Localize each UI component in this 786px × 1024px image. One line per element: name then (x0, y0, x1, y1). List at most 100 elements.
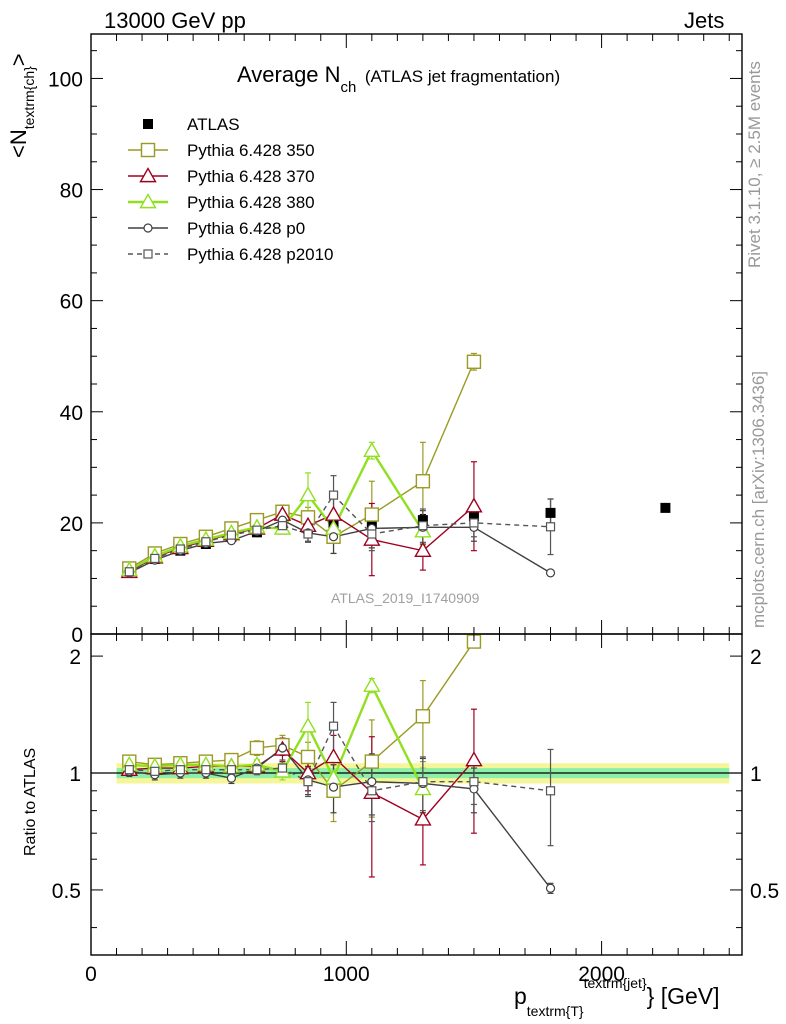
main-point-s5-p2 (175, 544, 185, 554)
ratio-point-s2-p7 (299, 717, 317, 733)
main-point-s1-p9 (364, 507, 380, 522)
ratio-frame-rect (90, 633, 743, 956)
legend-marker-4 (143, 223, 153, 233)
main-ytick-label-20: 20 (60, 513, 83, 536)
ratio-point-s4-p12 (545, 786, 556, 796)
ratio-ytick-label-left-1: 1 (69, 763, 81, 786)
xtick-label-2000: 2000 (578, 963, 625, 986)
mcplots-label: mcplots.cern.ch [arXiv:1306.3436] (749, 370, 768, 628)
plot-title-main: Average N (237, 62, 341, 87)
main-y-label-b: > (6, 53, 31, 67)
main-point-s3-p9 (363, 441, 381, 457)
legend: ATLAS Pythia 6.428 350 Pythia 6.428 370 Pyt… (128, 115, 334, 264)
main-y-label-sub: textrm{ch} (21, 66, 37, 130)
plot-title: Average Nch (ATLAS jet fragmentation) (237, 62, 561, 96)
main-point-s2-p8 (324, 505, 343, 521)
legend-marker-3 (139, 193, 157, 209)
ratio-point-s3-p12 (545, 883, 556, 893)
ratio-point-s4-p4 (226, 765, 237, 775)
main-point-s5-p3 (201, 537, 211, 547)
main-point-s2-p9 (363, 530, 381, 546)
plot-title-rest: (ATLAS jet fragmentation) (364, 67, 561, 86)
legend-marker-1 (140, 142, 156, 158)
ratio-point-s4-p3 (201, 765, 211, 775)
ratio-marker-layer (120, 634, 556, 893)
ratio-point-s0-p5 (249, 740, 265, 756)
analysis-watermark: ATLAS_2019_I1740909 (331, 590, 480, 606)
ratio-point-s4-p1 (150, 766, 160, 776)
x-label-unit: } [GeV] (646, 983, 720, 1009)
legend-label-1: Pythia 6.428 350 (187, 141, 315, 160)
main-point-s5-p11 (469, 518, 479, 528)
rivet-label: Rivet 3.1.10, ≥ 2.5M events (745, 61, 764, 268)
main-point-s5-p1 (150, 553, 160, 564)
main-point-s5-p0 (124, 567, 134, 577)
main-line-series-4 (128, 519, 551, 574)
ratio-point-s4-p10 (418, 777, 428, 787)
ratio-point-s1-p10 (414, 810, 432, 826)
ratio-point-s4-p2 (175, 765, 185, 775)
main-point-s0-p11 (468, 511, 479, 522)
main-point-s1-p11 (466, 354, 482, 369)
ratio-ytick-label-right-0.5: 0.5 (750, 880, 779, 903)
x-label-p: p (514, 983, 527, 1009)
main-ytick-label-100: 100 (48, 68, 83, 91)
main-point-s4-p8 (328, 532, 339, 542)
main-point-s2-p11 (465, 497, 483, 513)
legend-label-4: Pythia 6.428 p0 (187, 219, 305, 238)
ratio-frame: 0.5 0.5 1 1 2 2 0 1000 2000 (52, 633, 779, 986)
ratio-point-s4-p11 (469, 777, 479, 787)
header-right: Jets (684, 8, 725, 33)
ratio-ytick-label-left-2: 2 (69, 646, 81, 669)
ratio-point-s0-p9 (364, 754, 380, 769)
ratio-point-s3-p9 (367, 777, 377, 787)
ratio-point-s2-p9 (363, 676, 381, 692)
main-point-s5-p5 (252, 525, 262, 535)
legend-label-3: Pythia 6.428 380 (187, 193, 315, 212)
main-point-s5-p6 (277, 521, 288, 531)
ratio-point-s1-p8 (324, 748, 343, 764)
legend-label-2: Pythia 6.428 370 (187, 167, 315, 186)
main-y-label-a: <N (6, 129, 31, 158)
ratio-point-s1-p11 (465, 751, 483, 767)
main-point-s5-p12 (545, 522, 556, 532)
x-label-sup: textrm{jet} (583, 975, 647, 991)
main-point-s5-p7 (303, 529, 313, 539)
ratio-point-s4-p7 (303, 777, 313, 787)
ratio-point-s3-p6 (277, 743, 288, 753)
plot-title-sub: ch (340, 79, 357, 96)
main-point-s0-p9 (366, 517, 377, 528)
ratio-y-label: Ratio to ATLAS (22, 747, 39, 856)
main-point-s0-p12 (545, 507, 556, 518)
ratio-point-s3-p4 (226, 773, 237, 783)
ratio-point-s4-p0 (124, 765, 134, 775)
main-ytick-label-60: 60 (60, 291, 83, 314)
legend-marker-5 (143, 249, 153, 259)
ratio-ytick-label-left-0.5: 0.5 (52, 880, 81, 903)
main-ytick-label-80: 80 (60, 180, 83, 203)
ratio-point-s4-p9 (367, 786, 377, 796)
ratio-point-s0-p10 (415, 709, 431, 724)
main-ytick-label-40: 40 (60, 402, 83, 425)
main-point-s0-p10 (417, 515, 428, 526)
header-left: 13000 GeV pp (104, 8, 246, 33)
main-point-s4-p12 (545, 568, 556, 578)
ratio-point-s3-p8 (328, 782, 339, 792)
main-point-s5-p10 (418, 521, 428, 531)
main-marker-layer (120, 354, 671, 579)
legend-label-5: Pythia 6.428 p2010 (187, 245, 334, 264)
main-y-label: <Ntextrm{ch}> (6, 53, 37, 158)
main-point-s0-p13 (660, 502, 671, 513)
main-ytick-label-0: 0 (71, 624, 83, 647)
ratio-point-s4-p8 (328, 721, 339, 731)
ratio-ytick-label-right-2: 2 (750, 646, 762, 669)
x-axis-label: ptextrm{T} textrm{jet}} [GeV] (514, 975, 720, 1019)
ratio-ytick-label-right-1: 1 (750, 763, 762, 786)
legend-label-0: ATLAS (187, 115, 240, 134)
main-point-s2-p10 (414, 541, 432, 557)
xtick-label-0: 0 (85, 963, 97, 986)
main-point-s3-p7 (299, 486, 317, 502)
xtick-label-1000: 1000 (323, 963, 370, 986)
legend-marker-0 (143, 119, 153, 129)
ratio-point-s0-p7 (300, 749, 316, 765)
